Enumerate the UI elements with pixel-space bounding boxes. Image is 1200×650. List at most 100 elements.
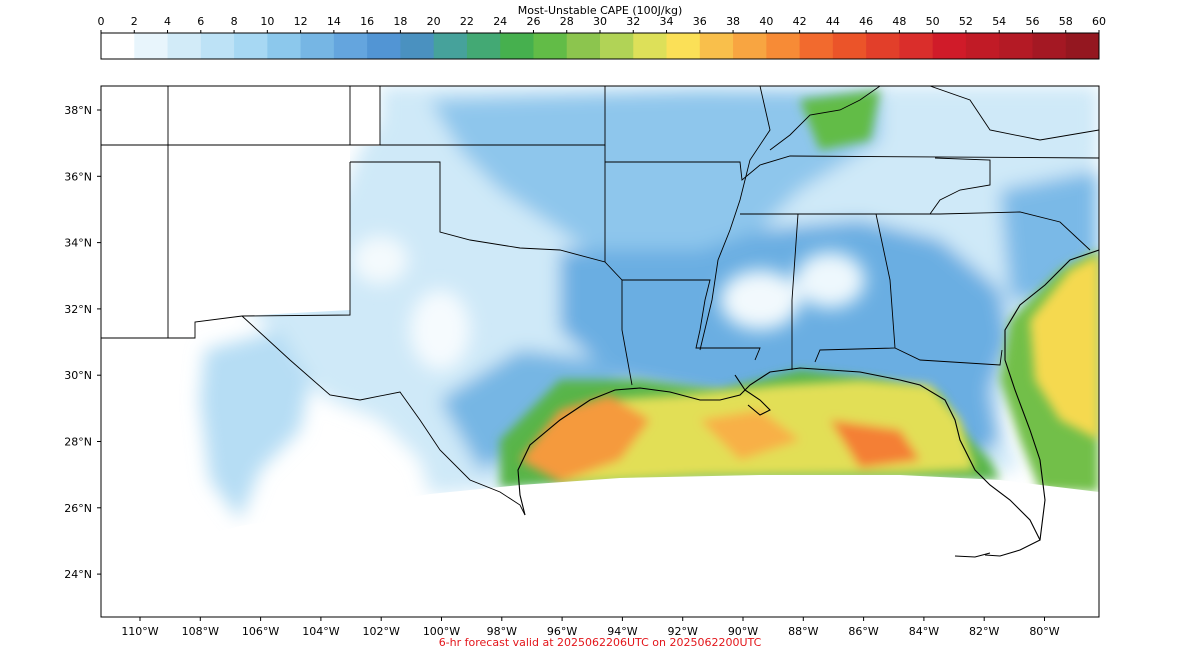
colorbar-tick-label: 22 [460,15,474,28]
colorbar-swatch [1065,33,1100,59]
coastline [517,249,1099,558]
colorbar-tick-label: 60 [1092,15,1106,28]
latitude-label: 32°N [64,303,92,316]
colorbar-tick-label: 4 [164,15,171,28]
latitude-label: 38°N [64,104,92,117]
colorbar-swatch [466,33,501,59]
colorbar-tick-label: 10 [260,15,274,28]
colorbar-swatch [500,33,534,59]
colorbar-swatch [832,33,867,59]
colorbar-swatch [965,33,1000,59]
colorbar-tick-label: 34 [660,15,674,28]
colorbar-tick-label: 2 [131,15,138,28]
longitude-label: 98°W [487,625,517,638]
border-ky-north [769,86,881,151]
colorbar-swatch [300,33,335,59]
colorbar-tick-label: 16 [360,15,374,28]
colorbar-swatch [999,33,1033,59]
colorbar-tick-label: 44 [826,15,840,28]
colorbar-tick-label: 56 [1025,15,1039,28]
colorbar-swatch [101,33,135,59]
map-frame [100,85,1100,618]
colorbar-tick-label: 50 [926,15,940,28]
colorbar-tick-label: 36 [693,15,707,28]
longitude-label: 110°W [121,625,158,638]
colorbar-tick-label: 14 [327,15,341,28]
colorbar-swatch [932,33,967,59]
colorbar-tick-label: 6 [197,15,204,28]
cape-field-orange-east [700,410,800,460]
colorbar-swatch [433,33,468,59]
colorbar-swatch [1032,33,1067,59]
colorbar-swatch [866,33,900,59]
colorbar-swatch [766,33,801,59]
latitude-axis: 38°N 36°N 34°N 32°N 30°N 28°N 26°N 24°N [64,104,101,581]
colorbar-swatch [200,33,235,59]
cape-field-orange-west [520,395,650,482]
colorbar-swatch [666,33,701,59]
border-arkansas-la [622,279,761,361]
latitude-label: 30°N [64,369,92,382]
border-mississippi-river [699,86,771,351]
coastline-keys [954,552,991,558]
border-rio-grande [241,315,526,516]
longitude-label: 80°W [1029,625,1059,638]
colorbar-swatch [533,33,568,59]
border-tx-panhandle [350,161,633,386]
colorbar-tick-label: 26 [526,15,540,28]
colorbar-tick-label: 46 [859,15,873,28]
coastline-atlantic [1004,249,1099,541]
border-tn-south [740,211,1091,251]
border-va-nc [929,157,991,215]
border-ga-fl [894,347,1003,366]
longitude-label: 96°W [547,625,577,638]
cape-field-yellow-atlantic [1030,255,1099,440]
colorbar-tick-label: 38 [726,15,740,28]
colorbar-swatch [167,33,202,59]
forecast-caption: 6-hr forecast valid at 2025062206UTC on … [438,636,762,649]
longitude-label: 92°W [668,625,698,638]
colorbar-tick-label: 0 [98,15,105,28]
colorbar-swatch [267,33,302,59]
latitude-label: 34°N [64,237,92,250]
colorbar: 0 2 4 6 8 10 12 14 16 18 20 22 24 26 28 30 32 34 36 38 40 42 4… [98,15,1106,60]
longitude-axis: 110°W 108°W 106°W 104°W 102°W 100°W 98°W 96°W 94… [121,617,1060,638]
colorbar-tick-label: 40 [759,15,773,28]
latitude-label: 36°N [64,170,92,183]
longitude-label: 102°W [363,625,400,638]
longitude-label: 108°W [182,625,219,638]
latitude-label: 26°N [64,502,92,515]
longitude-label: 106°W [242,625,279,638]
colorbar-swatch [699,33,734,59]
colorbar-swatch [600,33,634,59]
longitude-label: 84°W [909,625,939,638]
latitude-label: 24°N [64,568,92,581]
colorbar-swatch [899,33,934,59]
colorbar-tick-label: 58 [1059,15,1073,28]
cape-field-blue-north [430,90,880,270]
cape-field-green-north [800,90,880,150]
cape-field-orange-central [830,420,920,468]
border-ok-ar-mo [604,145,1099,262]
cape-field-west-patch [200,330,310,520]
domain-edge-void [101,475,1099,617]
colorbar-swatch [733,33,767,59]
latitude-label: 28°N [64,436,92,449]
longitude-label: 104°W [302,625,339,638]
colorbar-swatch [799,33,834,59]
colorbar-swatch [566,33,601,59]
colorbar-swatch [134,33,169,59]
domain-edge-void-nw [101,86,380,338]
colorbar-title: Most-Unstable CAPE (100J/kg) [517,4,683,17]
border-tx-nm [168,162,351,339]
longitude-label: 100°W [423,625,460,638]
colorbar-tick-label: 54 [992,15,1006,28]
colorbar-tick-label: 32 [626,15,640,28]
longitude-label: 94°W [607,625,637,638]
colorbar-tick-label: 48 [892,15,906,28]
colorbar-tick-label: 30 [593,15,607,28]
colorbar-swatch [234,33,268,59]
state-boundaries [101,86,1099,516]
border-ms-al [791,213,799,370]
